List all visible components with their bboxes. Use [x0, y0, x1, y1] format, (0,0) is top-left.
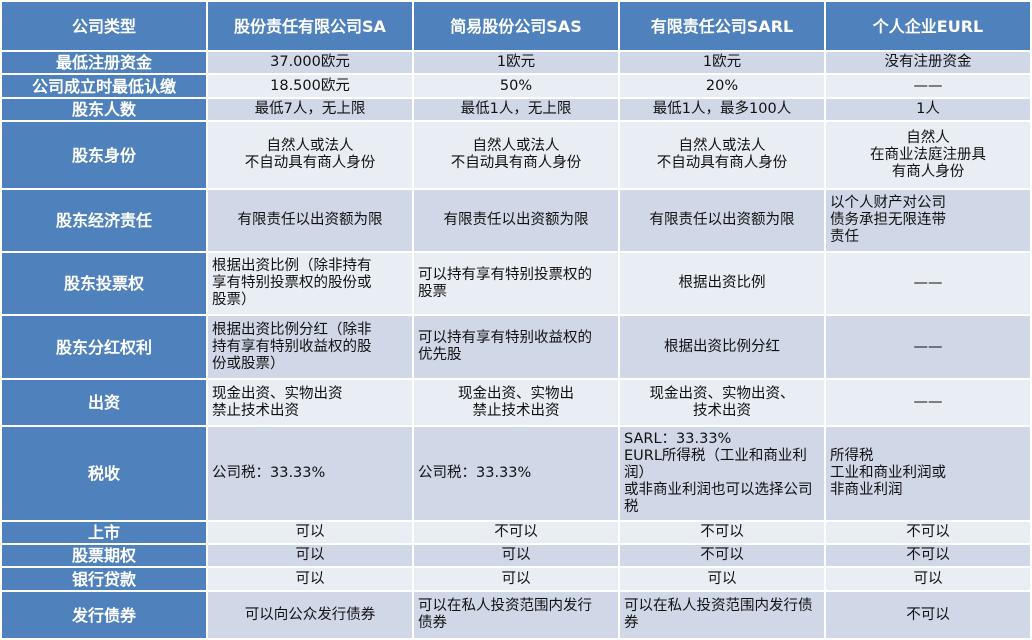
table-cell: 可以	[618, 566, 826, 592]
table-cell: 18.500欧元	[206, 73, 414, 99]
table-cell: 所得税 工业和商业利润或 非商业利润	[824, 425, 1032, 522]
table-cell: 根据出资比例	[618, 251, 826, 316]
column-header: 个人企业EURL	[824, 0, 1032, 52]
table-cell: 现金出资、实物出资 禁止技术出资	[206, 378, 414, 427]
table-cell: 50%	[412, 73, 620, 99]
table-cell: 1欧元	[618, 50, 826, 75]
table-cell: ——	[824, 378, 1032, 427]
table-row: 股东经济责任 有限责任以出资额为限 有限责任以出资额为限 有限责任以出资额为限 以个人财…	[0, 188, 1032, 253]
table-row: 股票期权 可以 可以 不可以 不可以	[0, 543, 1032, 568]
table-row: 股东人数 最低7人，无上限 最低1人，无上限 最低1人，最多100人 1人	[0, 97, 1032, 122]
table-row: 股东投票权 根据出资比例（除非持有 享有特别投票权的股份或 股票） 可以持有享有特别…	[0, 251, 1032, 316]
table-cell: 有限责任以出资额为限	[206, 188, 414, 253]
column-header: 股份责任有限公司SA	[206, 0, 414, 52]
table-row: 发行债券 可以向公众发行债券 可以在私人投资范围内发行 债券 可以在私人投资范围内发行…	[0, 590, 1032, 640]
table-cell: 现金出资、实物出资、 技术出资	[618, 378, 826, 427]
table-cell: 自然人 在商业法庭注册具 有商人身份	[824, 120, 1032, 190]
table-cell: 有限责任以出资额为限	[412, 188, 620, 253]
row-label: 银行贷款	[0, 566, 208, 592]
table-cell: 可以持有享有特别收益权的 优先股	[412, 314, 620, 380]
table-cell: 不可以	[824, 520, 1032, 545]
table-cell: 最低7人，无上限	[206, 97, 414, 122]
row-label: 股东经济责任	[0, 188, 208, 253]
row-label: 发行债券	[0, 590, 208, 640]
table-cell: 根据出资比例（除非持有 享有特别投票权的股份或 股票）	[206, 251, 414, 316]
table-cell: 20%	[618, 73, 826, 99]
table-row: 上市 可以 不可以 不可以 不可以	[0, 520, 1032, 545]
table-cell: 1人	[824, 97, 1032, 122]
table-cell: 可以	[206, 543, 414, 568]
table-cell: 1欧元	[412, 50, 620, 75]
table-cell: 以个人财产对公司 债务承担无限连带 责任	[824, 188, 1032, 253]
table-cell: 自然人或法人 不自动具有商人身份	[412, 120, 620, 190]
table-cell: 有限责任以出资额为限	[618, 188, 826, 253]
table-row: 公司成立时最低认缴 18.500欧元 50% 20% ——	[0, 73, 1032, 99]
table-row: 税收 公司税：33.33% 公司税：33.33% SARL：33.33% EURL所得…	[0, 425, 1032, 522]
table-cell: ——	[824, 73, 1032, 99]
row-label: 股东身份	[0, 120, 208, 190]
row-label: 上市	[0, 520, 208, 545]
table-cell: 不可以	[618, 543, 826, 568]
table-row: 出资 现金出资、实物出资 禁止技术出资 现金出资、实物出 禁止技术出资 现金出资、实物…	[0, 378, 1032, 427]
table-row: 股东身份 自然人或法人 不自动具有商人身份 自然人或法人 不自动具有商人身份 自然人或…	[0, 120, 1032, 190]
table-cell: 可以在私人投资范围内发行 债券	[412, 590, 620, 640]
row-label: 股东人数	[0, 97, 208, 122]
table-cell: 自然人或法人 不自动具有商人身份	[618, 120, 826, 190]
row-label: 最低注册资金	[0, 50, 208, 75]
row-label: 出资	[0, 378, 208, 427]
table-cell: 37.000欧元	[206, 50, 414, 75]
column-header: 有限责任公司SARL	[618, 0, 826, 52]
table-cell: 公司税：33.33%	[412, 425, 620, 522]
row-label: 股东投票权	[0, 251, 208, 316]
table-cell: 根据出资比例分红（除非 持有享有特别收益权的股 份或股票）	[206, 314, 414, 380]
column-header: 简易股份公司SAS	[412, 0, 620, 52]
row-label: 股东分红权利	[0, 314, 208, 380]
table-cell: 不可以	[412, 520, 620, 545]
table-cell: 可以在私人投资范围内发行债 券	[618, 590, 826, 640]
row-label: 股票期权	[0, 543, 208, 568]
table-cell: 可以向公众发行债券	[206, 590, 414, 640]
row-label: 公司成立时最低认缴	[0, 73, 208, 99]
table-cell: 公司税：33.33%	[206, 425, 414, 522]
table-cell: 可以	[412, 543, 620, 568]
table-cell: 不可以	[824, 590, 1032, 640]
table-row: 股东分红权利 根据出资比例分红（除非 持有享有特别收益权的股 份或股票） 可以持有享…	[0, 314, 1032, 380]
table-cell: 最低1人，最多100人	[618, 97, 826, 122]
table-cell: 可以持有享有特别投票权的 股票	[412, 251, 620, 316]
table-cell: 根据出资比例分红	[618, 314, 826, 380]
column-header: 公司类型	[0, 0, 208, 52]
table-cell: ——	[824, 314, 1032, 380]
table-cell: 可以	[412, 566, 620, 592]
table-cell: 可以	[206, 520, 414, 545]
table-cell: 自然人或法人 不自动具有商人身份	[206, 120, 414, 190]
table-cell: 现金出资、实物出 禁止技术出资	[412, 378, 620, 427]
header-row: 公司类型 股份责任有限公司SA 简易股份公司SAS 有限责任公司SARL 个人企业EUR…	[0, 0, 1032, 52]
table-cell: 没有注册资金	[824, 50, 1032, 75]
table-row: 银行贷款 可以 可以 可以 可以	[0, 566, 1032, 592]
table-cell: 不可以	[618, 520, 826, 545]
table-cell: 最低1人，无上限	[412, 97, 620, 122]
table-cell: SARL：33.33% EURL所得税（工业和商业利润） 或非商业利润也可以选择…	[618, 425, 826, 522]
table-cell: 可以	[206, 566, 414, 592]
row-label: 税收	[0, 425, 208, 522]
table-row: 最低注册资金 37.000欧元 1欧元 1欧元 没有注册资金	[0, 50, 1032, 75]
table-cell: ——	[824, 251, 1032, 316]
table-cell: 可以	[824, 566, 1032, 592]
table-cell: 不可以	[824, 543, 1032, 568]
